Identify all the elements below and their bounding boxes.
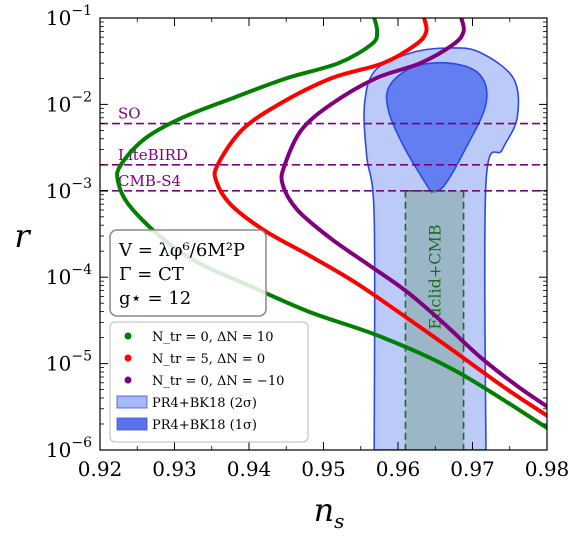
experiment-sensitivity-lines: SO LiteBIRD CMB-S4 bbox=[100, 105, 547, 192]
x-tick-label: 0.96 bbox=[376, 457, 421, 481]
model-box-frame bbox=[109, 229, 267, 317]
x-tick-label: 0.98 bbox=[525, 457, 570, 481]
legend-label-2: N_tr = 5, ΔN = 0 bbox=[152, 352, 265, 367]
y-tick-label: 10−6 bbox=[46, 435, 92, 462]
y-tick-label: 10−2 bbox=[46, 89, 92, 116]
axis-ticks: 0.92 0.93 0.94 0.95 0.96 0.97 0.98 10−6 10−5 10−4… bbox=[46, 3, 569, 481]
hline-label-so: SO bbox=[118, 105, 141, 123]
legend-marker-1 bbox=[124, 332, 132, 340]
model-curves bbox=[115, 18, 547, 430]
y-tick-label: 10−5 bbox=[46, 349, 92, 376]
x-tick-label: 0.92 bbox=[78, 457, 123, 481]
series-line-2 bbox=[212, 18, 547, 418]
hline-label-litebird: LiteBIRD bbox=[118, 146, 188, 164]
contour-1sigma bbox=[385, 61, 488, 194]
model-info-box: V = λφ⁶/6M²P Γ = CT g⋆ = 12 bbox=[109, 229, 267, 317]
euclid-cmb-fill bbox=[405, 190, 464, 450]
x-tick-label: 0.97 bbox=[450, 457, 495, 481]
model-box-line-3: g⋆ = 12 bbox=[119, 288, 191, 309]
series-line-3 bbox=[279, 18, 547, 409]
x-axis-title: ns bbox=[314, 491, 345, 533]
x-tick-label: 0.95 bbox=[301, 457, 346, 481]
legend-marker-4 bbox=[116, 395, 148, 409]
y-tick-label: 10−3 bbox=[46, 176, 92, 203]
legend-label-4: PR4+BK18 (2σ) bbox=[152, 396, 257, 411]
euclid-cmb-label: Euclid+CMB bbox=[426, 224, 445, 329]
model-box-line-1: V = λφ⁶/6M²P bbox=[118, 240, 245, 261]
y-tick-label: 10−4 bbox=[46, 262, 92, 289]
legend-label-1: N_tr = 0, ΔN = 10 bbox=[152, 330, 273, 345]
hline-label-cmb-s4: CMB-S4 bbox=[118, 172, 181, 190]
x-tick-label: 0.94 bbox=[227, 457, 272, 481]
y-tick-label: 10−1 bbox=[46, 3, 92, 30]
legend-marker-5 bbox=[116, 417, 148, 431]
legend-marker-2 bbox=[124, 354, 132, 362]
series-line-1 bbox=[115, 18, 547, 430]
x-tick-label: 0.93 bbox=[152, 457, 197, 481]
legend-frame bbox=[109, 321, 309, 443]
y-axis-title: r bbox=[14, 217, 31, 255]
model-box-line-2: Γ = CT bbox=[119, 264, 184, 285]
legend-marker-3 bbox=[124, 376, 132, 384]
legend: N_tr = 0, ΔN = 10 N_tr = 5, ΔN = 0 N_tr = … bbox=[109, 321, 309, 443]
euclid-cmb-band: Euclid+CMB bbox=[404, 190, 465, 450]
legend-label-3: N_tr = 0, ΔN = −10 bbox=[152, 374, 284, 389]
legend-label-5: PR4+BK18 (1σ) bbox=[152, 418, 257, 433]
